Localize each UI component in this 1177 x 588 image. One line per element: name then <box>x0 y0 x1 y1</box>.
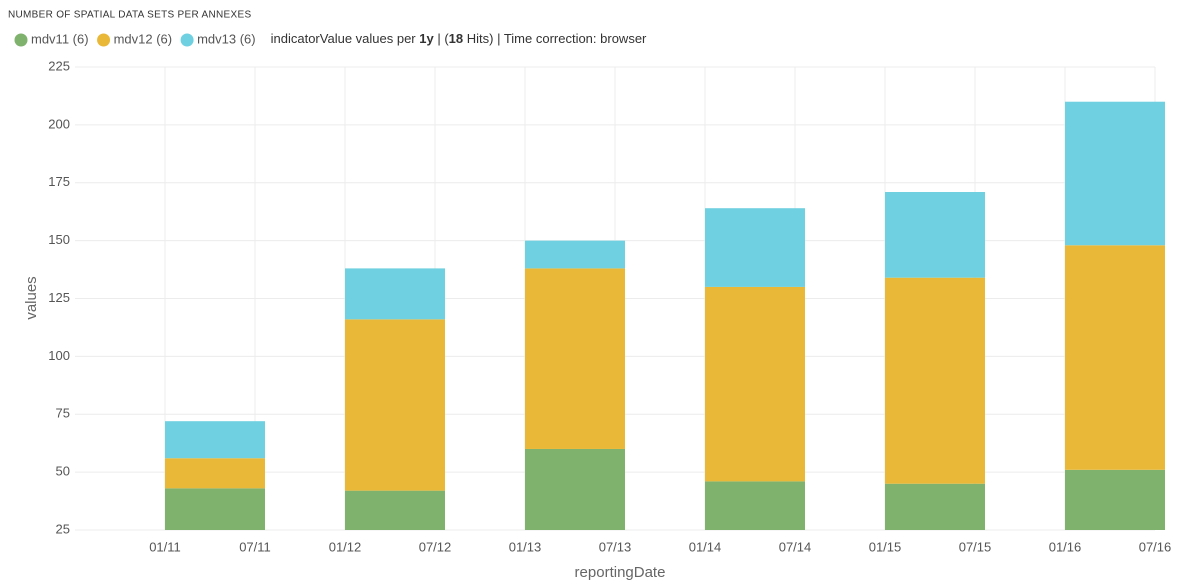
bar-segment <box>345 490 445 530</box>
bar-segment <box>705 286 805 482</box>
bar-segment <box>885 192 985 278</box>
x-tick-label: 01/13 <box>509 539 542 554</box>
y-tick-label: 125 <box>48 290 70 305</box>
legend-swatch <box>14 33 28 47</box>
bar-segment <box>345 268 445 320</box>
y-tick-label: 175 <box>48 174 70 189</box>
chart-title: NUMBER OF SPATIAL DATA SETS PER ANNEXES <box>8 10 251 21</box>
bar-segment <box>345 319 445 491</box>
legend-info-part: 18 <box>449 31 463 46</box>
legend-info-part: Hits) | Time correction: browser <box>463 31 647 46</box>
legend-label: mdv12 (6) <box>114 31 173 46</box>
legend-label: mdv11 (6) <box>31 31 89 46</box>
bar-segment <box>165 421 265 459</box>
x-tick-label: 01/12 <box>329 539 362 554</box>
bar-segment <box>525 268 625 449</box>
x-tick-label: 01/14 <box>689 539 722 554</box>
bar-segment <box>1065 245 1165 470</box>
bar-segment <box>165 458 265 489</box>
x-tick-label: 01/11 <box>149 539 181 554</box>
x-axis-label: reportingDate <box>575 564 666 581</box>
bar-segment <box>885 483 985 530</box>
bar-segment <box>525 448 625 530</box>
legend-label: mdv13 (6) <box>197 31 256 46</box>
legend-swatch <box>97 33 111 47</box>
x-tick-label: 07/13 <box>599 539 632 554</box>
y-tick-label: 225 <box>48 58 70 73</box>
y-tick-label: 150 <box>48 232 70 247</box>
y-tick-label: 75 <box>56 406 70 421</box>
x-tick-label: 07/11 <box>239 539 271 554</box>
legend-info-part: indicatorValue values per <box>271 31 420 46</box>
legend-info: indicatorValue values per 1y | (18 Hits)… <box>271 31 647 46</box>
x-tick-label: 01/15 <box>869 539 902 554</box>
bar-segment <box>705 481 805 530</box>
bar-segment <box>525 240 625 269</box>
bar-segment <box>705 208 805 287</box>
bar-segment <box>1065 469 1165 530</box>
y-axis-label: values <box>23 276 40 319</box>
x-tick-label: 07/15 <box>959 539 992 554</box>
y-tick-label: 50 <box>56 464 70 479</box>
x-tick-label: 01/16 <box>1049 539 1082 554</box>
legend-info-part: 1y <box>419 31 434 46</box>
legend-info-part: | ( <box>434 31 450 46</box>
legend-swatch <box>180 33 194 47</box>
x-tick-label: 07/12 <box>419 539 452 554</box>
bar-segment <box>1065 101 1165 246</box>
x-tick-label: 07/16 <box>1139 539 1172 554</box>
y-tick-label: 200 <box>48 116 70 131</box>
x-tick-label: 07/14 <box>779 539 812 554</box>
y-tick-label: 100 <box>48 348 70 363</box>
y-tick-label: 25 <box>56 521 70 536</box>
bar-segment <box>885 277 985 484</box>
bar-segment <box>165 488 265 530</box>
